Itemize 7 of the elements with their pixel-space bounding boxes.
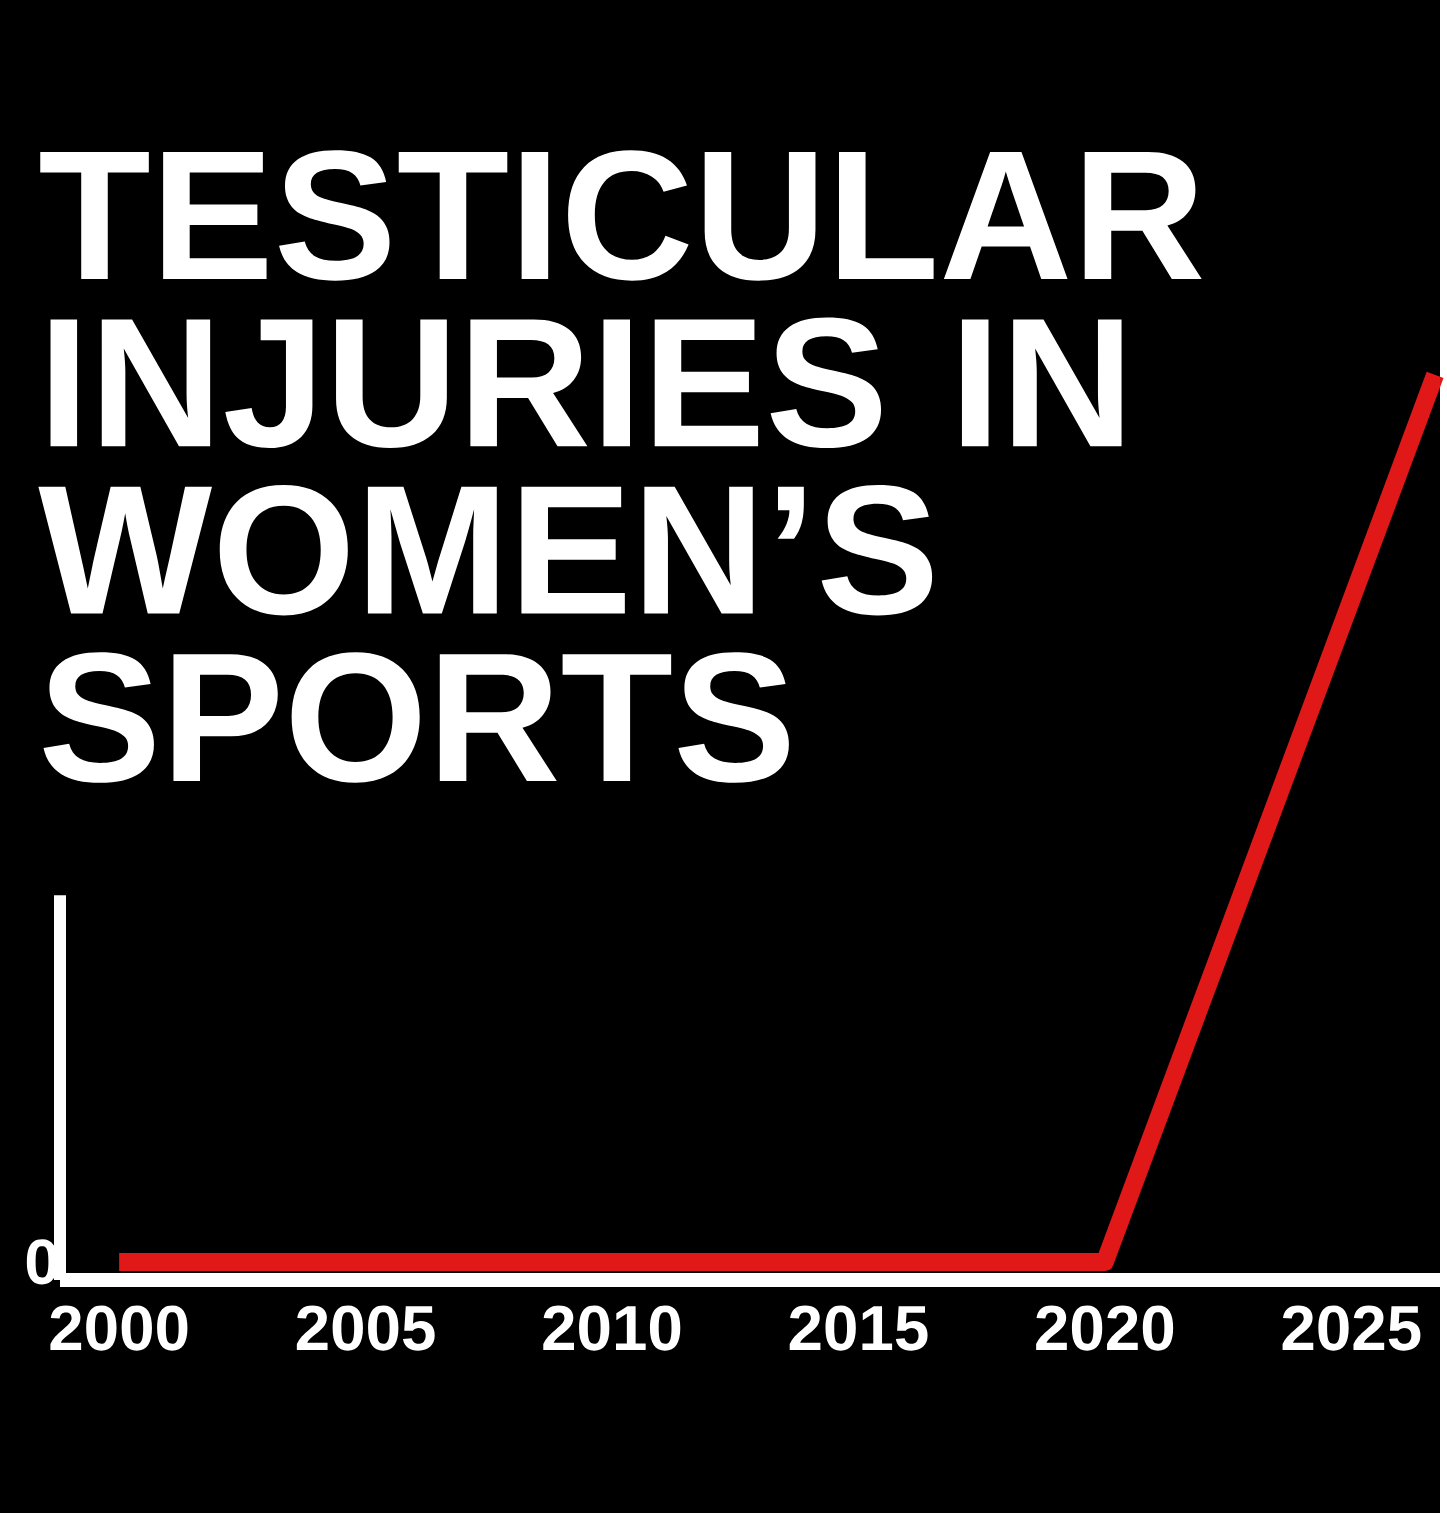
x-tick-label: 2005 bbox=[296, 1305, 435, 1351]
x-tick-label: 2020 bbox=[1036, 1305, 1174, 1351]
x-tick-label: 2010 bbox=[543, 1305, 681, 1351]
x-tick-label: 2025 bbox=[1282, 1305, 1421, 1351]
chart-title: TESTICULAR INJURIES IN WOMEN’S SPORTS bbox=[38, 150, 1202, 783]
x-tick-label: 2000 bbox=[50, 1305, 188, 1351]
x-tick-label: 2015 bbox=[789, 1305, 928, 1351]
